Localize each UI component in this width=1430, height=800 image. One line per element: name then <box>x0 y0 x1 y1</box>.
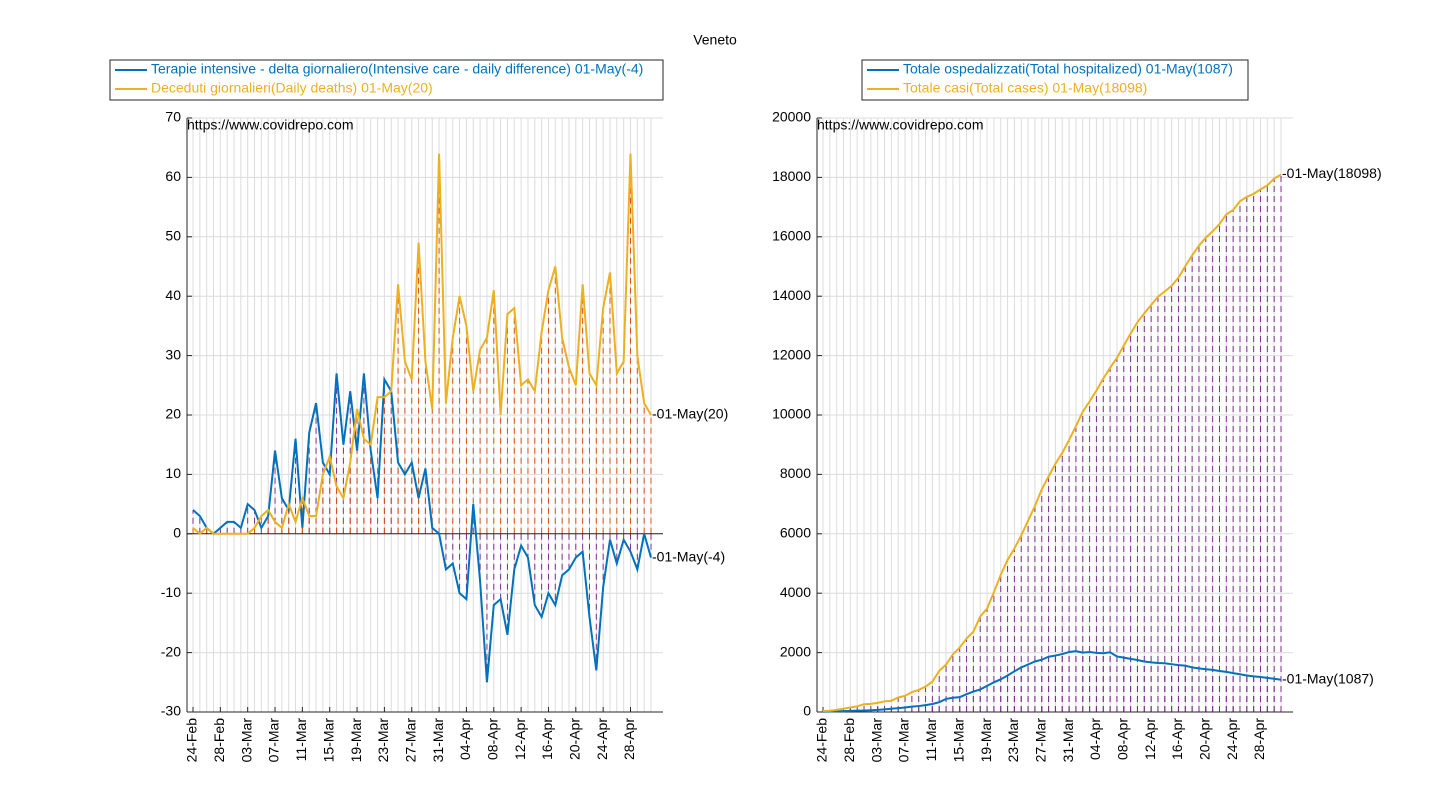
x-tick-label: 28-Feb <box>841 718 857 763</box>
y-tick-label: -10 <box>161 584 181 600</box>
y-tick-label: 50 <box>165 228 181 244</box>
end-label: -01-May(-4) <box>652 548 725 564</box>
x-tick-label: 19-Mar <box>348 718 364 763</box>
x-tick-label: 19-Mar <box>978 718 994 763</box>
y-tick-label: -20 <box>161 643 181 659</box>
x-tick-label: 11-Mar <box>293 718 309 762</box>
x-tick-label: 27-Mar <box>402 718 418 763</box>
series-line <box>822 650 1282 713</box>
y-tick-label: 0 <box>173 525 181 541</box>
legend-label: Totale ospedalizzati(Total hospitalized)… <box>903 61 1233 77</box>
x-tick-label: 24-Feb <box>184 718 200 763</box>
legend-label: Terapie intensive - delta giornaliero(In… <box>151 61 643 77</box>
x-tick-label: 11-Mar <box>923 718 939 762</box>
x-tick-label: 27-Mar <box>1032 718 1048 763</box>
end-label: -01-May(20) <box>652 406 728 422</box>
y-tick-label: 20000 <box>772 109 811 125</box>
x-tick-label: 08-Apr <box>484 718 500 760</box>
y-tick-label: -30 <box>161 703 181 719</box>
x-tick-label: 03-Mar <box>868 718 884 763</box>
y-tick-label: 30 <box>165 346 181 362</box>
x-tick-label: 04-Apr <box>457 718 473 760</box>
figure-title: Veneto <box>693 32 737 48</box>
x-tick-label: 12-Apr <box>1142 718 1158 760</box>
y-tick-label: 40 <box>165 287 181 303</box>
x-tick-label: 28-Feb <box>211 718 227 763</box>
source-label: https://www.covidrepo.com <box>187 117 354 133</box>
x-tick-label: 07-Mar <box>266 718 282 763</box>
x-tick-label: 15-Mar <box>950 718 966 763</box>
x-tick-label: 12-Apr <box>512 718 528 760</box>
series-line <box>822 173 1282 713</box>
y-tick-label: 10 <box>165 465 181 481</box>
x-tick-label: 07-Mar <box>896 718 912 763</box>
y-tick-label: 60 <box>165 168 181 184</box>
y-tick-label: 0 <box>803 703 811 719</box>
x-tick-label: 20-Apr <box>1197 718 1213 760</box>
y-tick-label: 6000 <box>780 525 811 541</box>
x-tick-label: 28-Apr <box>621 718 637 760</box>
x-tick-label: 31-Mar <box>1060 718 1076 763</box>
y-tick-label: 8000 <box>780 465 811 481</box>
x-tick-label: 16-Apr <box>539 718 555 760</box>
source-label: https://www.covidrepo.com <box>817 117 984 133</box>
y-tick-label: 70 <box>165 109 181 125</box>
x-tick-label: 23-Mar <box>1005 718 1021 763</box>
y-tick-label: 2000 <box>780 643 811 659</box>
x-tick-label: 31-Mar <box>430 718 446 763</box>
legend-label: Deceduti giornalieri(Daily deaths) 01-Ma… <box>151 80 433 96</box>
legend-box <box>109 59 664 101</box>
series-line <box>192 153 652 536</box>
x-tick-label: 16-Apr <box>1169 718 1185 760</box>
x-tick-label: 24-Apr <box>1224 718 1240 760</box>
x-tick-label: 20-Apr <box>567 718 583 760</box>
x-tick-label: 15-Mar <box>320 718 336 763</box>
x-tick-label: 23-Mar <box>375 718 391 763</box>
x-tick-label: 24-Feb <box>814 718 830 763</box>
series-line <box>192 373 652 683</box>
end-label: -01-May(1087) <box>1282 670 1374 686</box>
x-tick-label: 03-Mar <box>238 718 254 763</box>
y-tick-label: 16000 <box>772 228 811 244</box>
x-tick-label: 24-Apr <box>594 718 610 760</box>
y-tick-label: 10000 <box>772 406 811 422</box>
y-tick-label: 20 <box>165 406 181 422</box>
x-tick-label: 04-Apr <box>1087 718 1103 760</box>
y-tick-label: 14000 <box>772 287 811 303</box>
x-tick-label: 08-Apr <box>1114 718 1130 760</box>
legend-label: Totale casi(Total cases) 01-May(18098) <box>903 80 1147 96</box>
y-tick-label: 4000 <box>780 584 811 600</box>
y-tick-label: 18000 <box>772 168 811 184</box>
end-label: -01-May(18098) <box>1282 165 1382 181</box>
y-tick-label: 12000 <box>772 346 811 362</box>
x-tick-label: 28-Apr <box>1251 718 1267 760</box>
legend-box <box>861 59 1249 101</box>
